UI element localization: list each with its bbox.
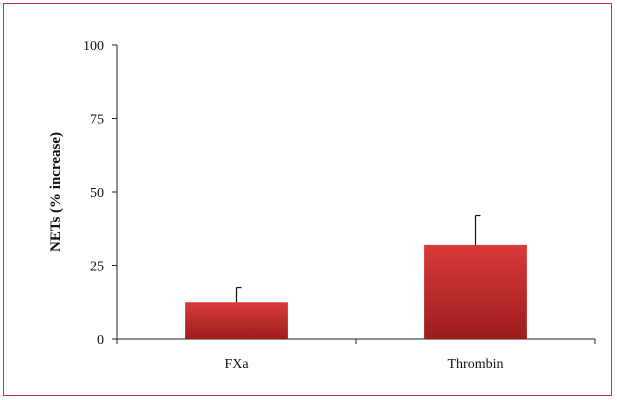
y-tick-label: 100: [83, 39, 104, 54]
x-category-label: FXa: [224, 357, 249, 372]
y-tick-label: 75: [90, 113, 104, 128]
bar-thrombin: [424, 244, 527, 339]
y-tick-label: 25: [90, 260, 104, 275]
y-tick-label: 0: [97, 333, 104, 348]
y-tick-label: 50: [90, 186, 104, 201]
y-axis-title: NETs (% increase): [48, 132, 64, 252]
x-category-label: Thrombin: [448, 357, 504, 372]
bar-fxa: [185, 302, 288, 339]
